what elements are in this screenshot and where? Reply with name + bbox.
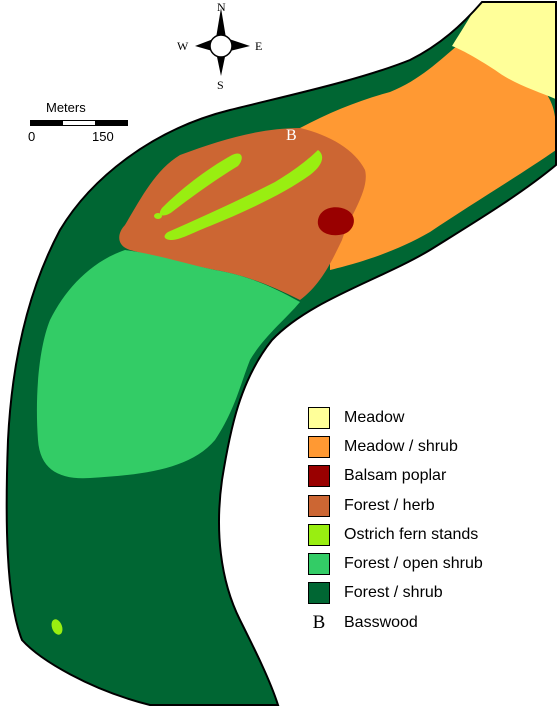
legend-label: Basswood (344, 613, 418, 631)
legend-swatch (308, 582, 330, 605)
legend-label: Ostrich fern stands (344, 525, 479, 543)
compass-rose (195, 8, 250, 76)
legend-symbol: B (312, 611, 326, 633)
legend-label: Meadow / shrub (344, 437, 458, 455)
legend-swatch (308, 465, 330, 488)
legend-label: Forest / shrub (344, 584, 443, 602)
legend-label: Meadow (344, 408, 405, 426)
scale-bar: Meters 0 150 (22, 100, 132, 144)
zone-meadow (452, 2, 557, 100)
legend-swatch (308, 553, 330, 576)
legend-swatch (308, 523, 330, 546)
legend-item-balsam-poplar: Balsam poplar (308, 462, 553, 491)
legend-item-meadow: Meadow (308, 403, 553, 432)
legend-item-forest-herb: Forest / herb (308, 491, 553, 520)
scale-title: Meters (46, 100, 86, 115)
compass-east-label: E (255, 39, 263, 53)
scale-bar-graphic (30, 120, 128, 126)
basswood-marker: B (286, 127, 297, 144)
scale-max-label: 150 (92, 129, 114, 144)
legend-item-forest-shrub: Forest / shrub (308, 579, 553, 608)
legend-swatch (308, 435, 330, 458)
compass-west-label: W (177, 39, 189, 53)
legend-item-forest-open-shrub: Forest / open shrub (308, 549, 553, 578)
zone-ostrich-fern-1 (159, 153, 242, 216)
zone-meadow-shrub (300, 45, 556, 270)
compass-north-label: N (217, 0, 226, 14)
zone-ostrich-fern-dot-2 (163, 210, 167, 214)
zone-ostrich-fern-2 (164, 150, 323, 240)
legend-label: Balsam poplar (344, 467, 447, 485)
zone-balsam-poplar (317, 207, 354, 236)
legend-item-ostrich-fern: Ostrich fern stands (308, 520, 553, 549)
legend-swatch (308, 406, 330, 429)
compass-ring-icon (209, 34, 233, 58)
zone-ostrich-fern-dot-3 (51, 619, 63, 635)
legend-swatch (308, 494, 330, 517)
zone-ostrich-fern-dot-1 (154, 213, 162, 219)
scale-min-label: 0 (28, 129, 36, 144)
legend-label: Forest / open shrub (344, 555, 483, 573)
zone-forest-open-shrub (36, 250, 300, 479)
legend-item-meadow-shrub: Meadow / shrub (308, 432, 553, 461)
legend-item-basswood: B Basswood (308, 608, 553, 637)
compass-south-label: S (217, 78, 224, 92)
legend-label: Forest / herb (344, 496, 435, 514)
island-outline (5, 1, 557, 706)
legend: Meadow Meadow / shrub Balsam poplar Fore… (308, 403, 553, 637)
